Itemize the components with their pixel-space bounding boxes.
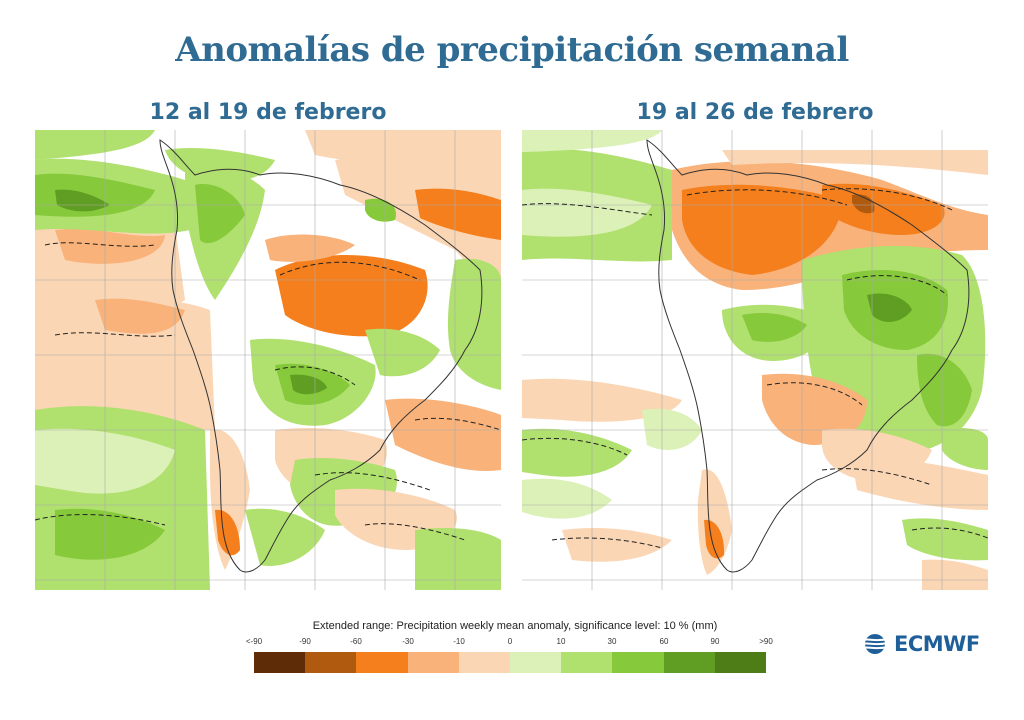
legend-tick: <-90 xyxy=(245,637,263,646)
legend-swatch xyxy=(458,652,511,673)
legend-swatch xyxy=(663,652,715,673)
legend-tick: 60 xyxy=(659,637,669,646)
legend-tick: 30 xyxy=(607,637,617,646)
panel-title-week-1: 12 al 19 de febrero xyxy=(149,100,387,125)
anomaly-map-week-1 xyxy=(35,130,501,590)
legend-color-bar xyxy=(254,652,767,673)
page-title: Anomalías de precipitación semanal xyxy=(175,30,849,70)
map-canvas-week-2 xyxy=(522,130,988,590)
anomaly-map-week-2 xyxy=(522,130,988,590)
legend-swatch xyxy=(407,652,459,673)
legend-tick: 90 xyxy=(710,637,720,646)
ecmwf-logo-text: ECMWF xyxy=(894,632,980,656)
legend-swatch xyxy=(561,652,613,673)
legend-tick: >90 xyxy=(759,637,773,646)
ecmwf-logo-icon xyxy=(861,634,889,654)
map-canvas-week-1 xyxy=(35,130,501,590)
legend-swatch xyxy=(305,652,357,673)
legend-tick: -90 xyxy=(299,637,311,646)
panel-title-week-2: 19 al 26 de febrero xyxy=(636,100,874,125)
legend-tick: 0 xyxy=(507,637,513,646)
legend-tick: -10 xyxy=(453,637,465,646)
legend-tick: -30 xyxy=(402,637,414,646)
legend-swatch xyxy=(356,652,408,673)
ecmwf-logo: ECMWF xyxy=(860,632,980,656)
legend-caption: Extended range: Precipitation weekly mea… xyxy=(312,620,718,632)
legend-tick: -60 xyxy=(350,637,362,646)
legend-swatch xyxy=(612,652,664,673)
legend-swatch xyxy=(714,652,767,673)
legend-swatch xyxy=(254,652,306,673)
legend-swatch xyxy=(510,652,562,673)
legend-tick: 10 xyxy=(556,637,566,646)
